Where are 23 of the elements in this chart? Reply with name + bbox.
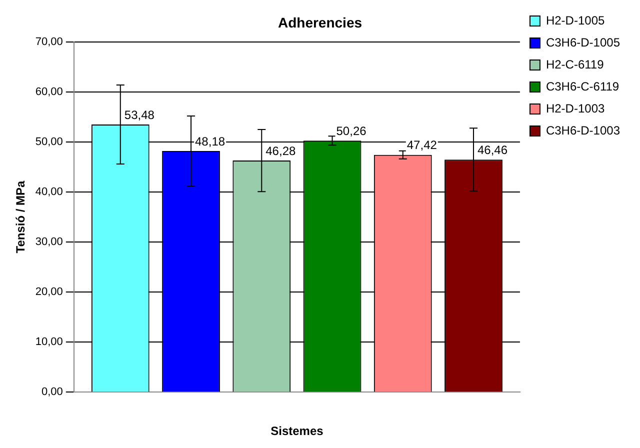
y-tick-label: 30,00 bbox=[35, 236, 63, 248]
y-tick-label: 70,00 bbox=[35, 36, 63, 48]
x-axis-title: Sistemes bbox=[270, 424, 324, 438]
y-tick-label: 50,00 bbox=[35, 136, 63, 148]
data-label: 46,28 bbox=[266, 144, 296, 158]
legend-label: C3H6-C-6119 bbox=[546, 79, 620, 94]
data-label: 53,48 bbox=[124, 108, 155, 122]
y-axis-title: Tensió / MPa bbox=[14, 180, 28, 254]
chart-title: Adherencies bbox=[278, 14, 362, 30]
y-tick-label: 10,00 bbox=[35, 336, 63, 348]
data-label: 48,18 bbox=[195, 134, 226, 148]
y-tick-label: 0,00 bbox=[42, 386, 63, 398]
legend-label: H2-D-1005 bbox=[546, 13, 605, 28]
legend-label: H2-C-6119 bbox=[546, 57, 604, 72]
legend-label: H2-D-1003 bbox=[546, 101, 605, 116]
y-tick-label: 20,00 bbox=[35, 286, 63, 298]
data-label: 47,42 bbox=[406, 138, 438, 152]
data-label: 50,26 bbox=[336, 124, 367, 138]
legend-label: C3H6-D-1005 bbox=[546, 35, 620, 50]
data-label: 46,46 bbox=[478, 142, 508, 157]
legend-label: C3H6-D-1003 bbox=[546, 123, 620, 138]
y-tick-label: 40,00 bbox=[35, 186, 63, 198]
y-tick-label: 60,00 bbox=[35, 86, 63, 98]
